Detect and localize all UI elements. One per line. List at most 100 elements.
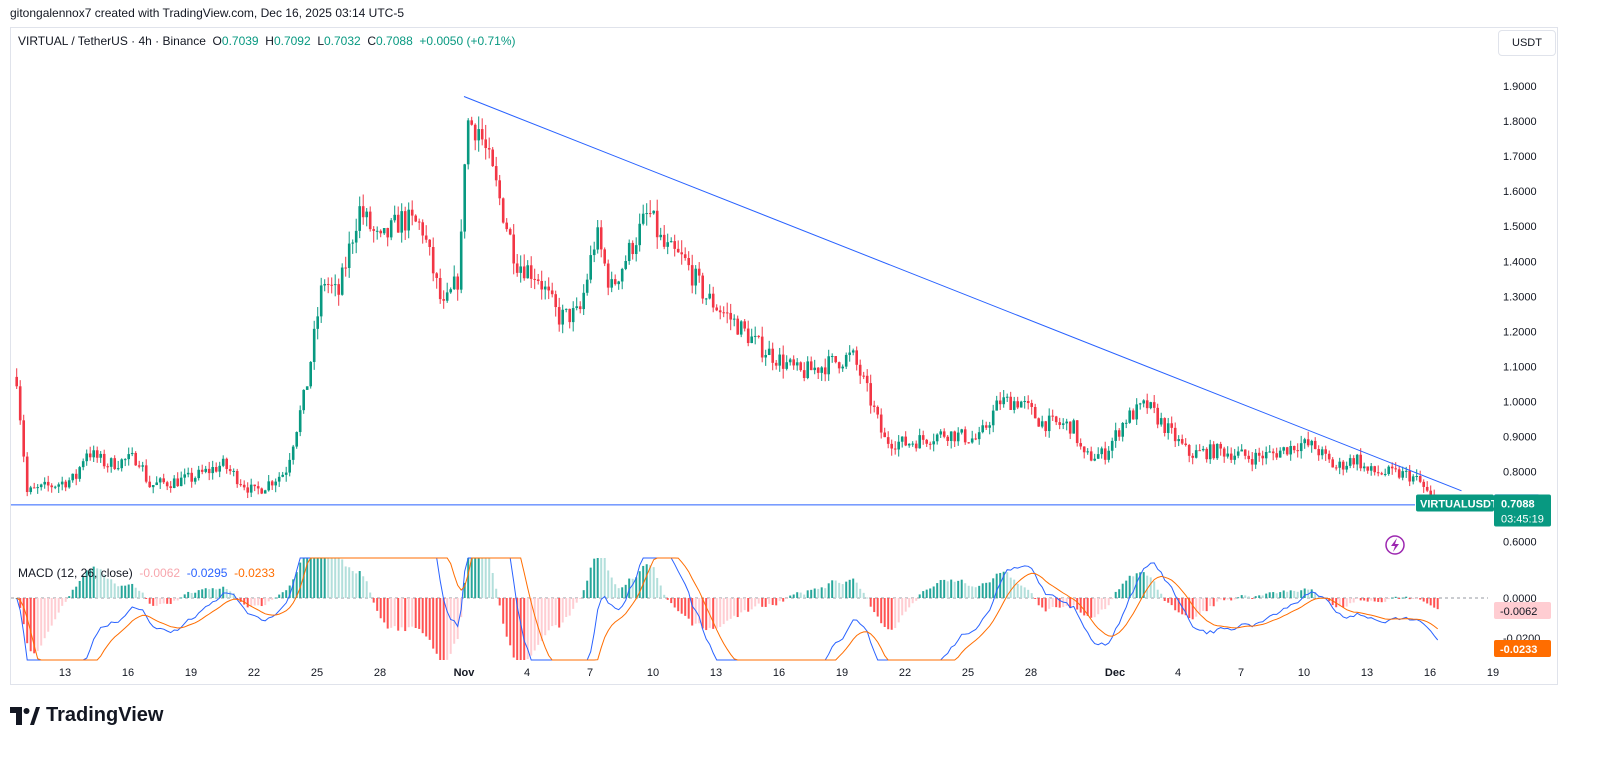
macd-hist-bar bbox=[946, 581, 949, 598]
candle bbox=[890, 439, 893, 456]
candle-body bbox=[1030, 403, 1033, 407]
candle-body bbox=[1100, 448, 1103, 455]
macd-hist-bar bbox=[1359, 598, 1362, 601]
candle-body bbox=[1086, 451, 1089, 453]
candle-body bbox=[571, 308, 575, 323]
candle bbox=[1124, 419, 1128, 429]
time-tick-label: 4 bbox=[524, 667, 530, 679]
candle-body bbox=[67, 480, 71, 488]
macd-hist-bar bbox=[1377, 598, 1380, 602]
macd-hist-bar bbox=[565, 598, 568, 618]
macd-hist-bar bbox=[1352, 598, 1355, 603]
macd-legend[interactable]: MACD (12, 26, close) -0.0062 -0.0295 -0.… bbox=[18, 566, 275, 580]
candle-body bbox=[750, 336, 753, 344]
macd-hist-bar bbox=[1415, 598, 1418, 599]
macd-hist-bar bbox=[1083, 598, 1086, 616]
tradingview-logo-icon bbox=[10, 706, 40, 725]
price-tick-label: 1.7000 bbox=[1503, 151, 1537, 163]
candle-body bbox=[1226, 453, 1229, 457]
candle-body bbox=[1117, 430, 1121, 437]
macd-hist-bar bbox=[530, 598, 533, 656]
candle bbox=[512, 224, 515, 275]
candle bbox=[361, 194, 365, 225]
candle-body bbox=[477, 129, 480, 141]
candle-body bbox=[302, 389, 305, 411]
macd-hist-bar bbox=[281, 592, 284, 598]
candle bbox=[995, 395, 998, 411]
candle-body bbox=[176, 478, 179, 487]
time-axis[interactable]: 13 16 19 22 25 28 Nov 4 7 10 13 16 19 22 25 28 Dec 4 7 10 13… bbox=[59, 667, 1499, 679]
macd-hist-bar bbox=[1282, 590, 1285, 598]
candle-body bbox=[956, 432, 960, 442]
symbol-badge[interactable] bbox=[1416, 494, 1494, 512]
macd-hist-bar bbox=[642, 565, 645, 598]
candle bbox=[1268, 445, 1271, 453]
candle-body bbox=[1114, 430, 1117, 441]
macd-hist-bar bbox=[355, 573, 358, 598]
macd-hist-bar bbox=[327, 558, 330, 598]
macd-hist-bar bbox=[365, 581, 368, 598]
candle bbox=[1100, 446, 1103, 459]
candle bbox=[557, 297, 561, 332]
candle-body bbox=[183, 474, 186, 478]
symbol-title[interactable]: VIRTUAL / TetherUS · 4h · Binance bbox=[18, 34, 206, 48]
candle-body bbox=[1054, 416, 1058, 423]
candle-body bbox=[172, 478, 176, 488]
macd-hist-bar bbox=[467, 558, 470, 598]
macd-hist-bar bbox=[215, 589, 218, 598]
macd-hist-bar bbox=[1209, 598, 1212, 607]
candle-body bbox=[1282, 447, 1285, 451]
descending-trendline[interactable] bbox=[463, 96, 1462, 492]
candle bbox=[1317, 445, 1320, 461]
macd-hist-bar bbox=[463, 582, 466, 598]
candle bbox=[1145, 393, 1149, 414]
macd-hist-bar bbox=[967, 585, 970, 598]
candle bbox=[967, 442, 970, 444]
candle-body bbox=[36, 487, 39, 489]
time-tick-label: 16 bbox=[773, 667, 785, 679]
macd-hist-bar bbox=[1272, 592, 1275, 598]
candle-body bbox=[1135, 404, 1138, 420]
candle bbox=[788, 357, 792, 366]
candle bbox=[351, 239, 354, 254]
candle-body bbox=[802, 370, 806, 379]
macd-hist-bar bbox=[789, 595, 792, 598]
candle bbox=[421, 219, 424, 244]
candle-body bbox=[897, 441, 900, 450]
candle bbox=[253, 484, 256, 492]
candle-body bbox=[32, 487, 36, 489]
candle-body bbox=[662, 234, 666, 247]
macd-hist-bar bbox=[110, 579, 113, 598]
currency-button[interactable]: USDT bbox=[1498, 30, 1556, 56]
macd-hist-bar bbox=[995, 573, 998, 598]
candle-body bbox=[942, 431, 946, 437]
candle-body bbox=[879, 414, 883, 433]
lightning-icon[interactable] bbox=[1385, 535, 1405, 555]
candle bbox=[1170, 416, 1173, 434]
time-tick-label: 4 bbox=[1175, 667, 1181, 679]
candle-body bbox=[1208, 444, 1212, 460]
macd-hist-bar bbox=[1149, 577, 1152, 598]
candle bbox=[1156, 403, 1159, 429]
candle-body bbox=[1334, 467, 1338, 469]
candle bbox=[1149, 401, 1152, 410]
candle bbox=[1068, 421, 1072, 440]
candle bbox=[641, 204, 645, 226]
candle bbox=[95, 446, 99, 463]
candle-body bbox=[795, 362, 799, 366]
price-axis[interactable]: 1.9000 1.8000 1.7000 1.6000 1.5000 1.4000 1.30… bbox=[1503, 81, 1537, 549]
candle-body bbox=[403, 211, 407, 231]
macd-hist-bar bbox=[617, 588, 620, 598]
candle-body bbox=[799, 362, 802, 371]
time-tick-label: 7 bbox=[587, 667, 593, 679]
candle bbox=[540, 270, 543, 300]
macd-hist-bar bbox=[631, 578, 634, 598]
candle-body bbox=[193, 478, 197, 482]
candle bbox=[249, 478, 253, 498]
macd-hist-bar bbox=[1331, 598, 1334, 606]
candle bbox=[536, 273, 540, 285]
candle bbox=[246, 482, 249, 499]
candle-body bbox=[253, 484, 256, 487]
candle-body bbox=[1390, 466, 1394, 469]
